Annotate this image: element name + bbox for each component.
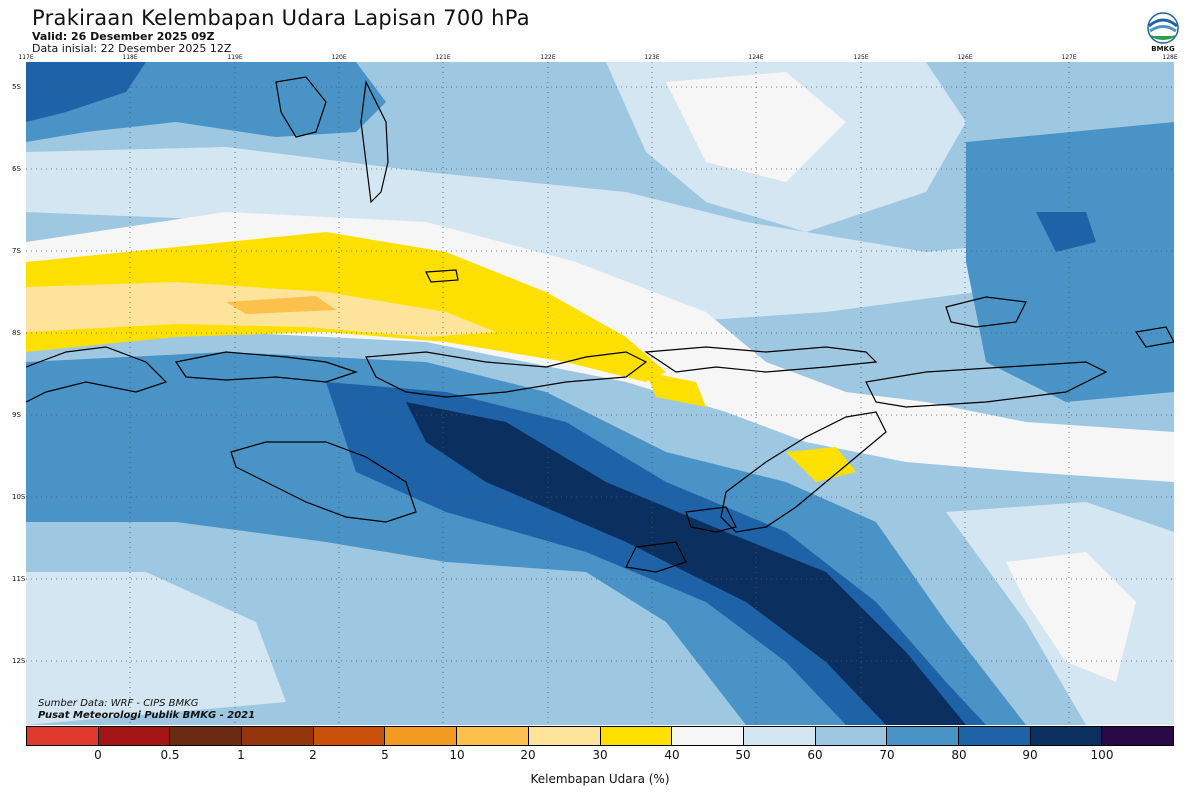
lat-label: 5S: [12, 83, 21, 91]
map-title: Prakiraan Kelembapan Udara Lapisan 700 h…: [32, 6, 530, 30]
coast-rote: [685, 506, 737, 533]
colorbar-label: 100: [1090, 748, 1114, 762]
coast-selayar: [275, 76, 327, 138]
coast-alor: [644, 346, 878, 373]
colorbar-label: 2: [309, 748, 317, 762]
colorbar-label: 80: [951, 748, 967, 762]
lon-label: 122E: [540, 54, 556, 61]
lon-label: 126E: [957, 54, 973, 61]
colorbar-bin: [27, 727, 99, 745]
field-40-timor: [786, 447, 856, 482]
lat-label: 6S: [12, 165, 21, 173]
field-100-south: [406, 402, 966, 725]
graticule: [26, 62, 1174, 725]
coast-timor: [720, 411, 887, 533]
colorbar-bin: [1030, 727, 1103, 745]
lon-label: 123E: [644, 54, 660, 61]
coast-sumbawa: [175, 351, 358, 383]
colorbar-label: 30: [592, 748, 608, 762]
colorbar-bin: [958, 727, 1031, 745]
field-60-north: [26, 147, 1174, 322]
colorbar-label: 20: [520, 748, 536, 762]
colorbar: [26, 726, 1174, 746]
colorbar-bin: [815, 727, 888, 745]
colorbar-label: 10: [449, 748, 465, 762]
coastlines: [26, 76, 1174, 573]
lon-label: 119E: [227, 54, 243, 61]
lon-label: 121E: [435, 54, 451, 61]
colorbar-label: 40: [664, 748, 680, 762]
data-source: Sumber Data: WRF - CIPS BMKG: [38, 698, 199, 709]
field-20-core: [226, 296, 336, 314]
lon-label: 120E: [331, 54, 347, 61]
bmkg-logo-icon: [1147, 12, 1179, 44]
field-50-se: [1006, 552, 1136, 682]
colorbar-bin: [887, 727, 959, 745]
colorbar-label: 50: [735, 748, 751, 762]
lat-label: 10S: [12, 493, 26, 501]
lat-label: 8S: [12, 329, 21, 337]
colorbar-label: 60: [807, 748, 823, 762]
colorbar-label: 0: [94, 748, 102, 762]
coast-flores: [365, 351, 648, 398]
coast-wetar: [945, 296, 1027, 328]
lon-label: 117E: [18, 54, 34, 61]
coast-east-small: [1134, 326, 1174, 348]
publisher-credit: Pusat Meteorologi Publik BMKG - 2021: [38, 710, 256, 721]
colorbar-bin: [743, 727, 816, 745]
colorbar-bin: [98, 727, 171, 745]
colorbar-bin: [457, 727, 529, 745]
colorbar-bin: [1102, 727, 1173, 745]
field-80-east: [966, 122, 1174, 402]
colorbar-bin: [313, 727, 386, 745]
lat-label: 7S: [12, 247, 21, 255]
coast-sulawesi-south: [360, 79, 389, 204]
coast-small-1: [425, 269, 459, 283]
colorbar-label: 70: [879, 748, 895, 762]
lat-label: 9S: [12, 411, 21, 419]
colorbar-bin: [672, 727, 744, 745]
field-40-patch: [646, 372, 706, 407]
colorbar-bin: [242, 727, 314, 745]
colorbar-bin: [528, 727, 601, 745]
lon-label: 128E: [1162, 54, 1178, 61]
lon-label: 118E: [122, 54, 138, 61]
coast-sabu: [625, 541, 687, 573]
field-90-nw: [26, 62, 146, 122]
humidity-field: [26, 62, 1174, 725]
coast-sumba: [230, 441, 417, 523]
lon-label: 125E: [853, 54, 869, 61]
lon-label: 124E: [748, 54, 764, 61]
colorbar-bin: [170, 727, 243, 745]
colorbar-bin: [385, 727, 458, 745]
lat-label: 11S: [12, 575, 26, 583]
lon-label: 127E: [1061, 54, 1077, 61]
field-90-east: [1036, 212, 1096, 252]
colorbar-label: 1: [237, 748, 245, 762]
lat-label: 12S: [12, 657, 26, 665]
logo-text: BMKG: [1151, 45, 1175, 53]
initial-time: Data inisial: 22 Desember 2025 12Z: [32, 42, 232, 55]
coast-banda-border: [865, 361, 1108, 408]
field-60-sw: [26, 572, 286, 725]
colorbar-bin: [600, 727, 673, 745]
colorbar-label: 5: [381, 748, 389, 762]
colorbar-label: 0.5: [160, 748, 180, 762]
coast-lombok-sumbawa: [26, 346, 168, 403]
colorbar-unit: Kelembapan Udara (%): [530, 772, 670, 786]
humidity-map: [26, 62, 1174, 725]
valid-time: Valid: 26 Desember 2025 09Z: [32, 30, 215, 43]
colorbar-label: 90: [1022, 748, 1038, 762]
